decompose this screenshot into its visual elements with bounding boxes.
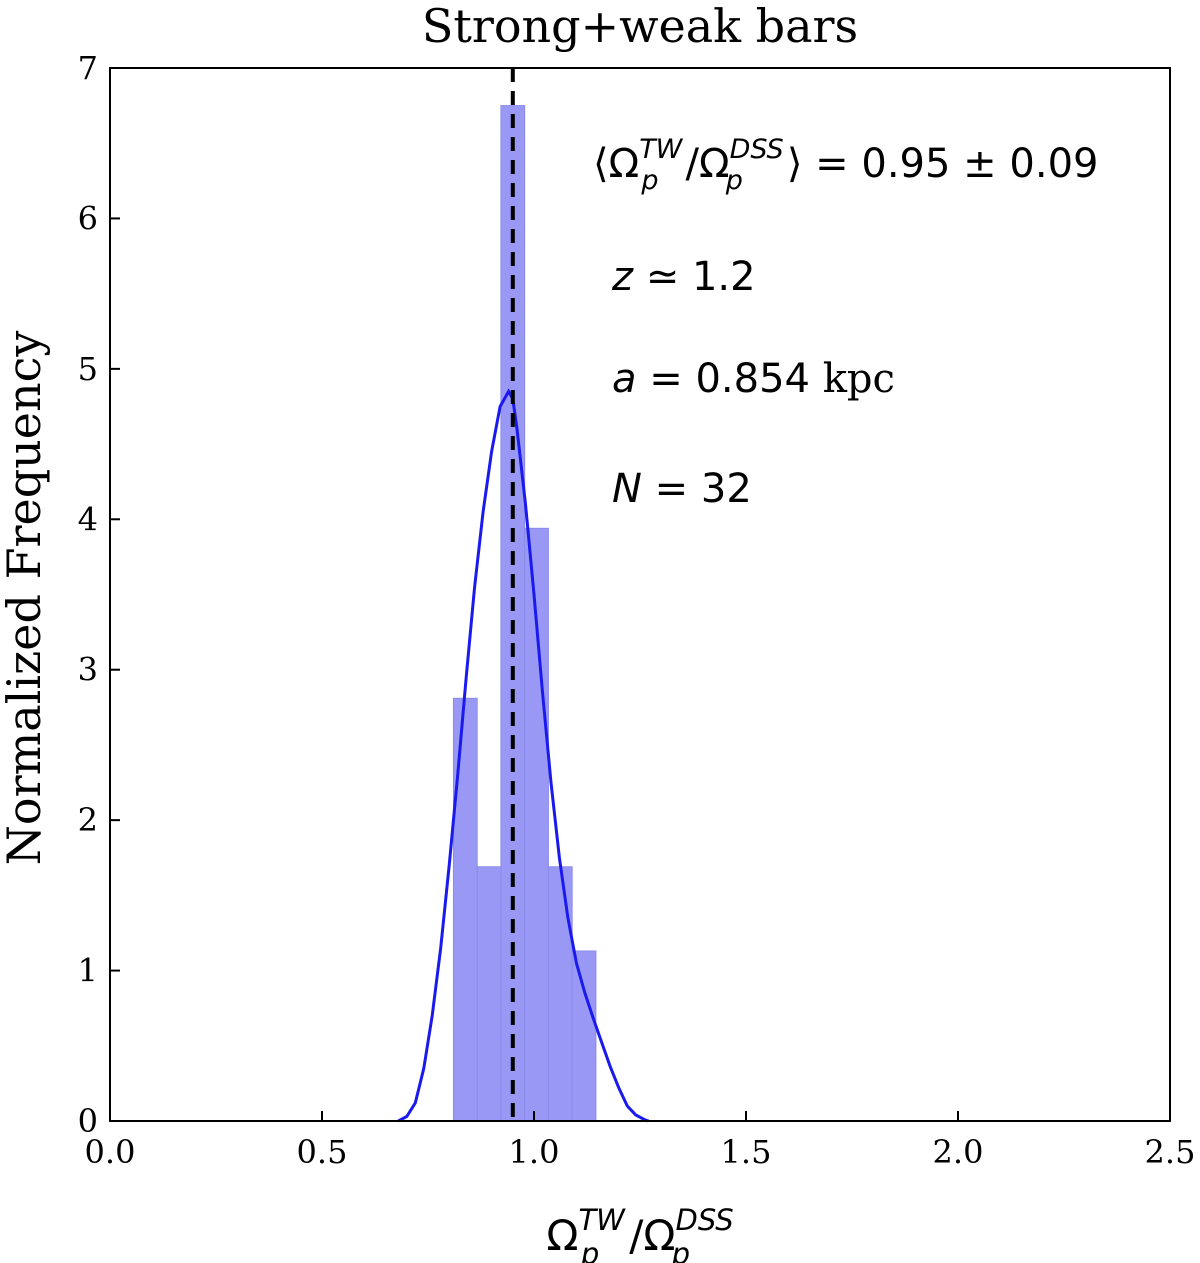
y-tick-label: 0: [78, 1102, 98, 1140]
x-label-slash: /: [629, 1211, 644, 1260]
y-tick-label: 4: [78, 500, 98, 538]
y-tick-label: 2: [78, 801, 98, 839]
x-tick-label: 1.0: [509, 1133, 560, 1171]
histogram-bars: [452, 105, 597, 1122]
x-tick-label: 2.5: [1145, 1133, 1196, 1171]
kde-layer: [397, 388, 649, 1123]
annotation-redshift: z ≃ 1.2: [611, 254, 756, 300]
histogram-bar: [547, 866, 573, 1122]
x-label-sub-1: p: [580, 1237, 599, 1263]
y-tick-label: 7: [78, 49, 98, 87]
y-axis-label: Normalized Frequency: [0, 331, 51, 866]
histogram-bar: [571, 950, 597, 1122]
y-tick-label: 5: [78, 350, 98, 388]
kde-curve: [397, 388, 649, 1123]
histogram-bar: [476, 866, 502, 1122]
plot-frame: [109, 67, 1171, 1122]
x-label-sup-2: DSS: [676, 1203, 734, 1237]
chart-title: Strong+weak bars: [422, 0, 858, 53]
x-label-omega-1: Ω: [546, 1211, 578, 1260]
x-label-sub-2: p: [671, 1237, 690, 1263]
x-label-sup-1: TW: [578, 1203, 626, 1237]
y-tick-label: 1: [78, 952, 98, 990]
annotation-mean-ratio: ⟨ΩTW p/ΩDSS p ⟩ = 0.95 ± 0.09: [593, 134, 1098, 196]
annotation-scale: a = 0.854 kpc: [612, 356, 895, 402]
x-label-omega-2: Ω: [643, 1211, 675, 1260]
y-tick-label: 3: [78, 651, 98, 689]
annotations: ⟨ΩTW p/ΩDSS p ⟩ = 0.95 ± 0.09 z ≃ 1.2 a = 0…: [593, 134, 1098, 512]
histogram-bar: [452, 697, 478, 1122]
x-tick-label: 2.0: [933, 1133, 984, 1171]
x-tick-label: 1.5: [721, 1133, 772, 1171]
annotation-count: N = 32: [612, 466, 752, 512]
y-axis-ticks: 0 1 2 3 4 5 6 7: [78, 49, 120, 1140]
x-tick-label: 0.5: [297, 1133, 348, 1171]
x-axis-ticks: 0.0 0.5 1.0 1.5 2.0 2.5: [85, 1111, 1196, 1171]
x-axis-label: ΩTW p/ΩDSS p: [546, 1203, 733, 1263]
x-tick-label: 0.0: [85, 1133, 136, 1171]
y-tick-label: 6: [78, 199, 98, 237]
